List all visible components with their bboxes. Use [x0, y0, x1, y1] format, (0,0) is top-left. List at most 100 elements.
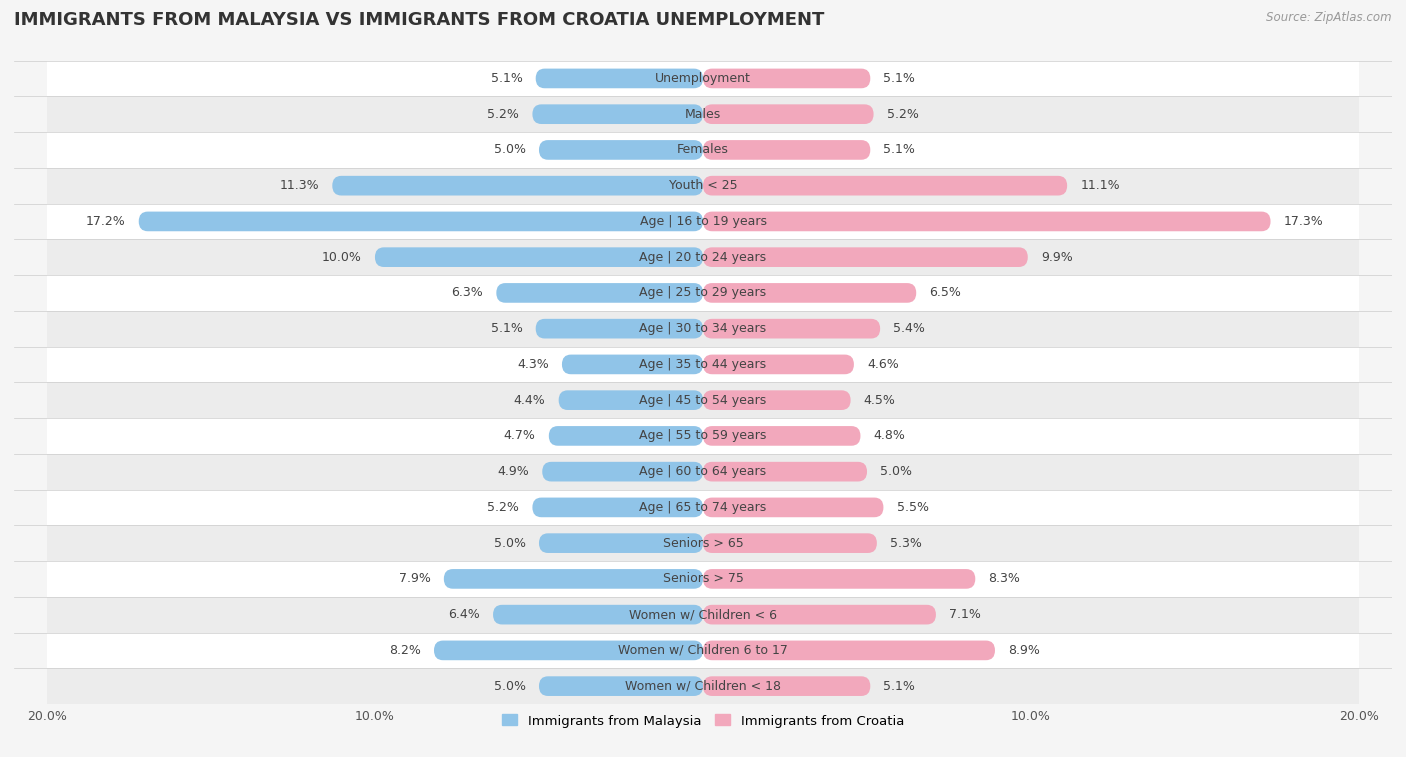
- Text: 4.3%: 4.3%: [517, 358, 548, 371]
- Text: Age | 25 to 29 years: Age | 25 to 29 years: [640, 286, 766, 300]
- Text: Age | 30 to 34 years: Age | 30 to 34 years: [640, 322, 766, 335]
- FancyBboxPatch shape: [703, 319, 880, 338]
- Text: 5.1%: 5.1%: [883, 680, 915, 693]
- FancyBboxPatch shape: [703, 391, 851, 410]
- FancyBboxPatch shape: [703, 605, 936, 625]
- Text: Age | 20 to 24 years: Age | 20 to 24 years: [640, 251, 766, 263]
- FancyBboxPatch shape: [434, 640, 703, 660]
- Text: Age | 35 to 44 years: Age | 35 to 44 years: [640, 358, 766, 371]
- FancyBboxPatch shape: [536, 69, 703, 89]
- Text: 5.0%: 5.0%: [494, 537, 526, 550]
- Text: 5.3%: 5.3%: [890, 537, 922, 550]
- FancyBboxPatch shape: [703, 354, 853, 374]
- Bar: [46, 453, 1360, 490]
- Text: Age | 45 to 54 years: Age | 45 to 54 years: [640, 394, 766, 407]
- Text: Youth < 25: Youth < 25: [669, 179, 737, 192]
- FancyBboxPatch shape: [703, 69, 870, 89]
- FancyBboxPatch shape: [703, 140, 870, 160]
- Text: Seniors > 75: Seniors > 75: [662, 572, 744, 585]
- Text: 5.1%: 5.1%: [491, 322, 523, 335]
- Text: Males: Males: [685, 107, 721, 120]
- Text: Women w/ Children < 6: Women w/ Children < 6: [628, 608, 778, 621]
- Bar: [46, 311, 1360, 347]
- Bar: [46, 96, 1360, 132]
- FancyBboxPatch shape: [703, 497, 883, 517]
- FancyBboxPatch shape: [703, 248, 1028, 267]
- Bar: [46, 525, 1360, 561]
- Text: Females: Females: [678, 143, 728, 157]
- Text: 4.8%: 4.8%: [873, 429, 905, 442]
- Text: 17.3%: 17.3%: [1284, 215, 1323, 228]
- FancyBboxPatch shape: [548, 426, 703, 446]
- FancyBboxPatch shape: [538, 676, 703, 696]
- Text: Age | 55 to 59 years: Age | 55 to 59 years: [640, 429, 766, 442]
- Bar: [46, 204, 1360, 239]
- Bar: [46, 382, 1360, 418]
- FancyBboxPatch shape: [562, 354, 703, 374]
- Bar: [46, 61, 1360, 96]
- Text: 4.6%: 4.6%: [868, 358, 898, 371]
- FancyBboxPatch shape: [533, 104, 703, 124]
- Text: 5.1%: 5.1%: [883, 143, 915, 157]
- Bar: [46, 490, 1360, 525]
- Text: 5.1%: 5.1%: [491, 72, 523, 85]
- Text: 8.3%: 8.3%: [988, 572, 1021, 585]
- Bar: [46, 418, 1360, 453]
- Text: 11.1%: 11.1%: [1080, 179, 1121, 192]
- Text: 6.4%: 6.4%: [449, 608, 479, 621]
- Text: 11.3%: 11.3%: [280, 179, 319, 192]
- FancyBboxPatch shape: [538, 534, 703, 553]
- Text: 4.7%: 4.7%: [503, 429, 536, 442]
- Text: 5.5%: 5.5%: [897, 501, 928, 514]
- Bar: [46, 275, 1360, 311]
- Text: IMMIGRANTS FROM MALAYSIA VS IMMIGRANTS FROM CROATIA UNEMPLOYMENT: IMMIGRANTS FROM MALAYSIA VS IMMIGRANTS F…: [14, 11, 824, 30]
- Text: 5.1%: 5.1%: [883, 72, 915, 85]
- FancyBboxPatch shape: [375, 248, 703, 267]
- FancyBboxPatch shape: [332, 176, 703, 195]
- FancyBboxPatch shape: [538, 140, 703, 160]
- FancyBboxPatch shape: [543, 462, 703, 481]
- FancyBboxPatch shape: [703, 104, 873, 124]
- FancyBboxPatch shape: [536, 319, 703, 338]
- FancyBboxPatch shape: [496, 283, 703, 303]
- Text: 6.3%: 6.3%: [451, 286, 484, 300]
- FancyBboxPatch shape: [703, 283, 917, 303]
- Text: Age | 65 to 74 years: Age | 65 to 74 years: [640, 501, 766, 514]
- Bar: [46, 668, 1360, 704]
- Bar: [46, 561, 1360, 597]
- FancyBboxPatch shape: [139, 212, 703, 231]
- Text: 4.5%: 4.5%: [863, 394, 896, 407]
- Text: Age | 60 to 64 years: Age | 60 to 64 years: [640, 465, 766, 478]
- Text: 5.2%: 5.2%: [887, 107, 918, 120]
- FancyBboxPatch shape: [703, 462, 868, 481]
- Text: 7.9%: 7.9%: [399, 572, 430, 585]
- Text: 10.0%: 10.0%: [322, 251, 361, 263]
- Text: 5.0%: 5.0%: [880, 465, 912, 478]
- Text: 5.4%: 5.4%: [893, 322, 925, 335]
- FancyBboxPatch shape: [703, 534, 877, 553]
- Bar: [46, 347, 1360, 382]
- Text: 6.5%: 6.5%: [929, 286, 962, 300]
- Bar: [46, 633, 1360, 668]
- Text: 7.1%: 7.1%: [949, 608, 981, 621]
- Text: 4.4%: 4.4%: [513, 394, 546, 407]
- Text: Age | 16 to 19 years: Age | 16 to 19 years: [640, 215, 766, 228]
- Text: Women w/ Children 6 to 17: Women w/ Children 6 to 17: [619, 644, 787, 657]
- FancyBboxPatch shape: [703, 176, 1067, 195]
- Text: 5.0%: 5.0%: [494, 680, 526, 693]
- Text: Women w/ Children < 18: Women w/ Children < 18: [626, 680, 780, 693]
- Bar: [46, 168, 1360, 204]
- FancyBboxPatch shape: [703, 569, 976, 589]
- Text: 8.9%: 8.9%: [1008, 644, 1040, 657]
- Text: 4.9%: 4.9%: [498, 465, 529, 478]
- Text: 9.9%: 9.9%: [1040, 251, 1073, 263]
- FancyBboxPatch shape: [533, 497, 703, 517]
- FancyBboxPatch shape: [703, 640, 995, 660]
- FancyBboxPatch shape: [558, 391, 703, 410]
- FancyBboxPatch shape: [703, 212, 1271, 231]
- Text: 5.0%: 5.0%: [494, 143, 526, 157]
- Bar: [46, 132, 1360, 168]
- FancyBboxPatch shape: [444, 569, 703, 589]
- Text: 5.2%: 5.2%: [488, 501, 519, 514]
- Text: Source: ZipAtlas.com: Source: ZipAtlas.com: [1267, 11, 1392, 24]
